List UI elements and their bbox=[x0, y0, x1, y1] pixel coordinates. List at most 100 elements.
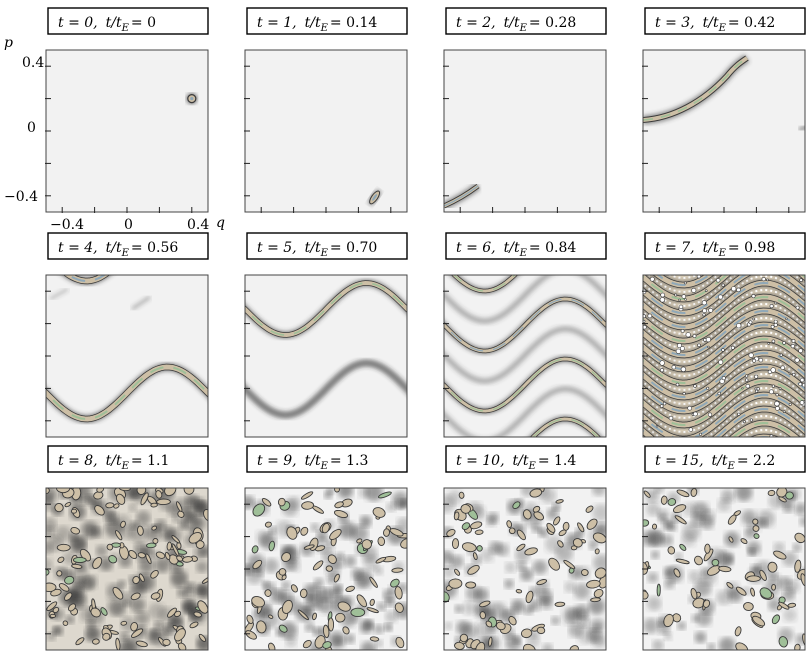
density-hole bbox=[780, 365, 785, 370]
density-blob bbox=[301, 501, 315, 510]
density-blob bbox=[261, 498, 272, 507]
phase-space-panel: t = 8, t/tE = 1.1 bbox=[45, 445, 209, 651]
density-packet-center bbox=[190, 97, 194, 101]
density-cloud bbox=[287, 558, 301, 572]
density-hole bbox=[706, 386, 710, 390]
density-filament bbox=[444, 275, 606, 325]
ratio-subscript: E bbox=[121, 461, 130, 472]
density-hole bbox=[731, 286, 737, 292]
axis-ticks bbox=[244, 65, 392, 213]
density-blob bbox=[356, 594, 367, 608]
density-hole bbox=[790, 343, 795, 349]
density-blob bbox=[281, 552, 292, 563]
density-cloud bbox=[532, 560, 548, 575]
density-cloud bbox=[782, 551, 798, 567]
density-blob bbox=[277, 497, 286, 507]
density-blob bbox=[120, 520, 126, 528]
density-blob bbox=[64, 592, 73, 601]
density-cloud bbox=[512, 636, 521, 645]
density-cloud bbox=[546, 507, 559, 520]
density-blob bbox=[264, 521, 272, 528]
density-blob bbox=[366, 607, 379, 614]
density-hole bbox=[649, 276, 655, 282]
time-label: t = 7, bbox=[655, 240, 695, 256]
density-plot-area bbox=[444, 488, 606, 650]
density-blob bbox=[673, 568, 681, 578]
density-cloud bbox=[384, 623, 393, 632]
density-cloud bbox=[385, 610, 398, 623]
density-cloud bbox=[120, 591, 134, 606]
density-blob bbox=[251, 595, 265, 608]
density-cloud bbox=[773, 542, 785, 554]
density-hole bbox=[717, 391, 721, 396]
density-blob bbox=[94, 505, 105, 516]
ratio-label: t/t bbox=[703, 240, 719, 256]
density-blob bbox=[548, 557, 560, 571]
density-cloud bbox=[783, 608, 797, 622]
density-hole bbox=[745, 383, 751, 389]
density-blob bbox=[767, 489, 776, 497]
density-plot-area bbox=[46, 50, 208, 212]
density-blob bbox=[643, 490, 651, 498]
density-cloud bbox=[106, 512, 119, 525]
phase-space-panel: t = 4, t/tE = 0.56 bbox=[45, 232, 209, 438]
phase-space-panel: t = 15, t/tE = 2.2 bbox=[642, 445, 806, 651]
density-cloud bbox=[735, 488, 753, 502]
density-blob bbox=[333, 509, 349, 519]
density-blob bbox=[128, 549, 138, 560]
density-cloud bbox=[70, 583, 84, 597]
panel-title-frame bbox=[246, 7, 408, 35]
density-hole bbox=[708, 307, 714, 313]
panel-title-frame bbox=[246, 445, 408, 473]
density-cloud bbox=[46, 558, 53, 572]
density-cloud bbox=[573, 583, 590, 600]
density-blob bbox=[176, 501, 183, 512]
density-cloud bbox=[259, 605, 272, 617]
density-blob bbox=[327, 554, 337, 564]
density-hole bbox=[721, 283, 725, 287]
density-plot-area bbox=[643, 50, 805, 212]
density-blob bbox=[458, 491, 465, 499]
density-filament-mid bbox=[643, 309, 805, 357]
phase-space-panel: t = 1, t/tE = 0.14 bbox=[244, 7, 408, 213]
density-hole bbox=[643, 319, 646, 323]
density-hole bbox=[692, 334, 697, 339]
panel-title: t = 3, t/tE = 0.42 bbox=[655, 15, 775, 34]
density-cloud bbox=[528, 599, 541, 612]
density-gap bbox=[643, 330, 805, 378]
density-hole bbox=[707, 345, 710, 349]
density-cloud bbox=[91, 526, 103, 538]
panel-title-box: t = 15, t/tE = 2.2 bbox=[644, 445, 806, 473]
density-blob bbox=[554, 601, 566, 607]
density-hole bbox=[800, 377, 805, 383]
density-filament bbox=[444, 325, 606, 385]
phase-space-panel: t = 2, t/tE = 0.28 bbox=[443, 7, 607, 213]
density-cloud bbox=[135, 611, 149, 626]
density-cloud bbox=[667, 521, 678, 532]
density-hole bbox=[770, 324, 775, 329]
density-cloud bbox=[136, 510, 151, 526]
panel-title-frame bbox=[47, 232, 209, 260]
density-hole bbox=[752, 358, 757, 363]
density-blob bbox=[800, 573, 805, 587]
density-hole bbox=[704, 289, 708, 292]
density-filament bbox=[131, 295, 151, 311]
density-filament bbox=[444, 385, 606, 437]
density-blob bbox=[106, 543, 114, 551]
ratio-value: = 2.2 bbox=[737, 453, 775, 469]
density-filament-mid bbox=[643, 57, 748, 121]
density-blob bbox=[90, 607, 101, 618]
density-blob bbox=[102, 632, 111, 641]
density-hole bbox=[693, 411, 698, 417]
x-tick-label: 0.4 bbox=[187, 217, 209, 233]
density-hole bbox=[730, 345, 735, 350]
density-cloud bbox=[694, 631, 707, 644]
y-tick-label: −0.4 bbox=[4, 189, 38, 205]
density-blob bbox=[390, 578, 400, 588]
density-blob bbox=[64, 502, 72, 508]
ratio-value: = 0 bbox=[131, 15, 156, 31]
density-hole bbox=[681, 294, 686, 299]
density-filament bbox=[798, 125, 805, 132]
density-hole bbox=[754, 389, 759, 393]
density-blob bbox=[155, 551, 166, 559]
